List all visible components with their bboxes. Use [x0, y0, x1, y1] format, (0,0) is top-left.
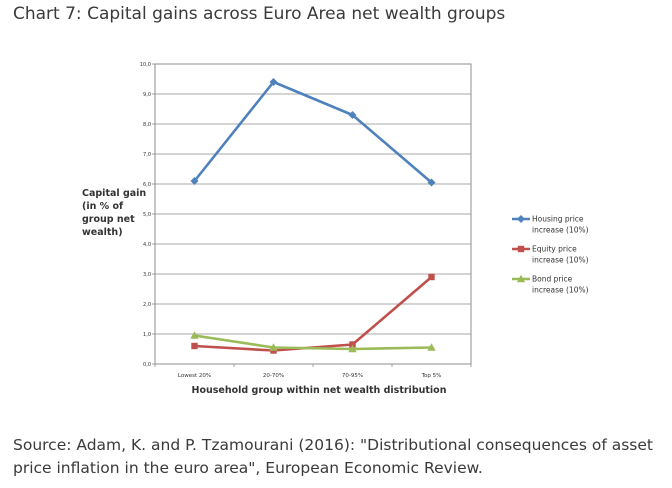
y-axis-label-line: Capital gain — [82, 188, 146, 199]
x-axis-label: Household group within net wealth distri… — [192, 385, 447, 396]
legend-swatch-marker — [517, 215, 525, 223]
legend-label: increase (10%) — [532, 286, 589, 295]
y-axis-label-line: (in % of — [82, 201, 124, 212]
data-point — [190, 331, 199, 339]
y-tick-label: 5,0 — [143, 212, 151, 218]
chart-title: Chart 7: Capital gains across Euro Area … — [13, 4, 506, 24]
x-tick-label: Lowest 20% — [178, 373, 211, 379]
data-point — [348, 111, 357, 119]
legend-label: Equity price — [532, 245, 577, 254]
y-tick-label: 2,0 — [143, 302, 151, 308]
legend-label: Bond price — [532, 275, 573, 284]
data-point — [349, 341, 356, 348]
y-tick-label: 4,0 — [143, 242, 151, 248]
y-axis-label: Capital gain (in % of group net wealth) — [82, 188, 146, 238]
data-point — [190, 177, 199, 185]
source-note: Source: Adam, K. and P. Tzamourani (2016… — [13, 436, 653, 477]
data-point — [348, 344, 357, 353]
y-tick-label: 6,0 — [143, 182, 151, 188]
x-tick-label: 20-70% — [263, 373, 284, 379]
y-tick-labels: 0,0 1,0 2,0 3,0 4,0 5,0 6,0 7,0 8,0 9,0 10,0 — [140, 62, 151, 368]
y-tick-label: 8,0 — [143, 122, 151, 128]
data-point — [428, 273, 435, 281]
y-axis-label-line: group net — [82, 214, 135, 225]
y-tick-label: 1,0 — [143, 332, 151, 338]
legend-label: increase (10%) — [532, 226, 589, 235]
series-line — [194, 334, 432, 351]
y-tick-label: 10,0 — [140, 62, 151, 68]
legend-swatch-marker — [517, 245, 525, 253]
x-tick-labels: Lowest 20% 20-70% 70-95% Top 5% — [154, 364, 472, 379]
legend-swatch-marker — [516, 274, 526, 283]
data-point — [269, 78, 278, 86]
x-tick-label: 70-95% — [342, 373, 363, 379]
legend: Housing price increase (10%) Equity price i… — [512, 215, 589, 295]
y-tick-label: 7,0 — [143, 152, 151, 158]
data-point — [191, 342, 198, 350]
data-point — [427, 343, 436, 351]
y-axis-label-line: wealth) — [82, 227, 123, 238]
data-point — [427, 178, 436, 187]
series-group — [190, 78, 436, 354]
y-tick-label: 9,0 — [143, 92, 151, 98]
x-tick-label: Top 5% — [421, 373, 442, 379]
gridlines — [152, 63, 471, 365]
legend-label: Housing price — [532, 215, 584, 224]
y-tick-label: 3,0 — [143, 272, 151, 278]
series-line — [193, 80, 433, 184]
chart-figure: 0,0 1,0 2,0 3,0 4,0 5,0 6,0 7,0 8,0 9,0 10,0 Lowes… — [82, 62, 589, 396]
y-tick-label: 0,0 — [143, 362, 151, 368]
legend-label: increase (10%) — [532, 256, 589, 265]
data-point — [269, 343, 278, 351]
